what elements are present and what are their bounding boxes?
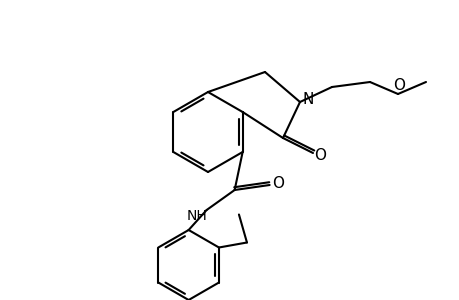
Text: N: N bbox=[302, 92, 313, 106]
Text: O: O bbox=[313, 148, 325, 163]
Text: NH: NH bbox=[186, 209, 207, 223]
Text: O: O bbox=[271, 176, 283, 190]
Text: O: O bbox=[392, 79, 404, 94]
